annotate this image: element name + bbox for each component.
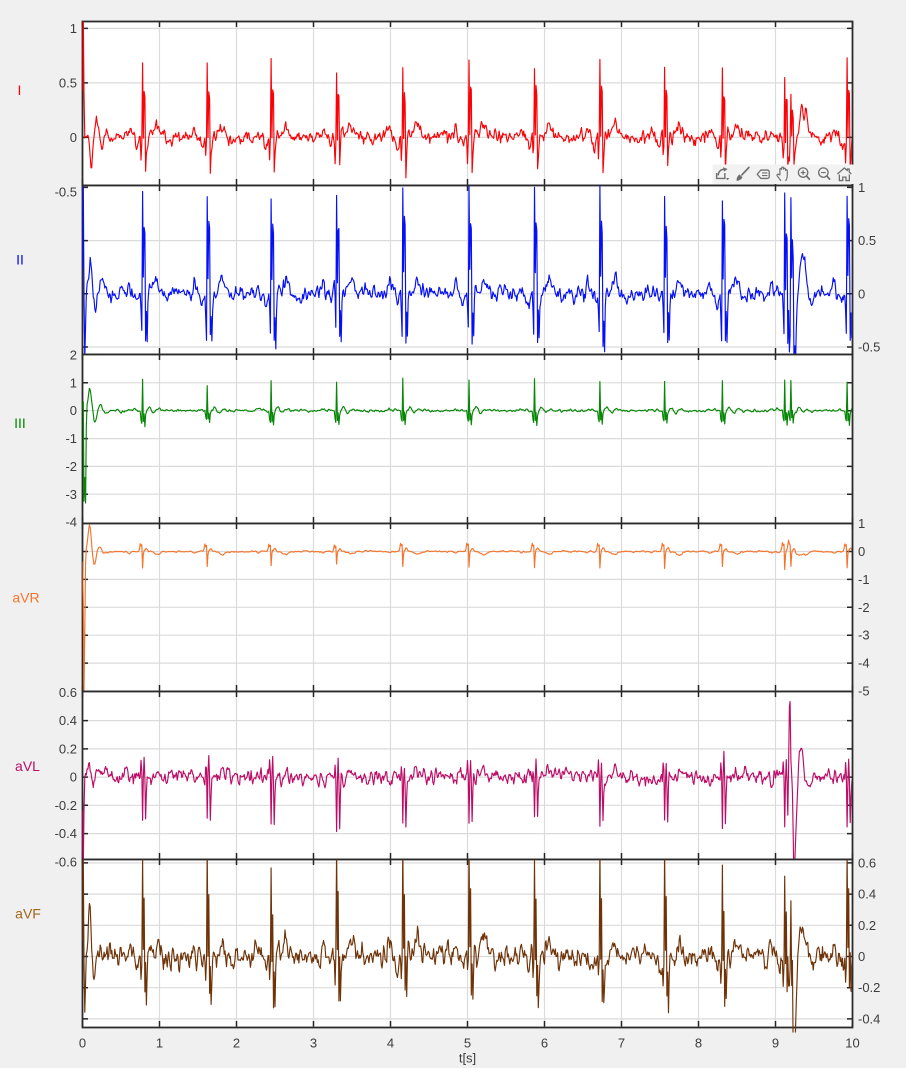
svg-text:1: 1 <box>70 375 77 390</box>
svg-text:0: 0 <box>70 770 77 785</box>
svg-text:-0.4: -0.4 <box>55 826 77 841</box>
svg-text:-2: -2 <box>65 459 77 474</box>
svg-text:I: I <box>18 82 22 98</box>
svg-text:-4: -4 <box>858 656 870 671</box>
svg-text:10: 10 <box>845 1036 859 1051</box>
svg-text:-1: -1 <box>858 572 870 587</box>
svg-text:aVR: aVR <box>12 590 39 606</box>
svg-text:0: 0 <box>70 130 77 145</box>
svg-text:0.2: 0.2 <box>858 918 876 933</box>
svg-text:0.6: 0.6 <box>858 855 876 870</box>
svg-text:8: 8 <box>695 1036 702 1051</box>
svg-text:-0.2: -0.2 <box>55 798 77 813</box>
svg-text:0.4: 0.4 <box>858 887 876 902</box>
svg-text:aVF: aVF <box>15 906 41 922</box>
svg-text:-0.5: -0.5 <box>858 340 880 355</box>
svg-text:-5: -5 <box>858 684 870 699</box>
svg-text:-4: -4 <box>65 515 77 530</box>
svg-text:-2: -2 <box>858 600 870 615</box>
svg-text:6: 6 <box>541 1036 548 1051</box>
svg-text:0: 0 <box>79 1036 86 1051</box>
svg-text:0: 0 <box>858 949 865 964</box>
svg-text:7: 7 <box>618 1036 625 1051</box>
svg-text:-0.2: -0.2 <box>858 980 880 995</box>
svg-text:0: 0 <box>70 403 77 418</box>
svg-text:0.5: 0.5 <box>59 75 77 90</box>
svg-text:2: 2 <box>233 1036 240 1051</box>
svg-text:4: 4 <box>387 1036 394 1051</box>
svg-text:0: 0 <box>858 544 865 559</box>
svg-text:1: 1 <box>858 180 865 195</box>
svg-text:-1: -1 <box>65 431 77 446</box>
svg-text:5: 5 <box>464 1036 471 1051</box>
svg-text:-0.5: -0.5 <box>55 184 77 199</box>
svg-text:1: 1 <box>156 1036 163 1051</box>
svg-text:1: 1 <box>858 516 865 531</box>
svg-text:0: 0 <box>858 286 865 301</box>
svg-text:-3: -3 <box>65 487 77 502</box>
svg-text:-0.4: -0.4 <box>858 1011 880 1026</box>
svg-text:0.6: 0.6 <box>59 685 77 700</box>
svg-text:-0.6: -0.6 <box>55 854 77 869</box>
svg-text:0.5: 0.5 <box>858 233 876 248</box>
svg-text:t[s]: t[s] <box>459 1051 476 1066</box>
svg-text:III: III <box>14 415 26 431</box>
svg-text:II: II <box>16 252 24 268</box>
svg-text:3: 3 <box>310 1036 317 1051</box>
svg-text:0.2: 0.2 <box>59 741 77 756</box>
svg-text:aVL: aVL <box>15 758 40 774</box>
svg-text:1: 1 <box>70 21 77 36</box>
svg-text:-3: -3 <box>858 628 870 643</box>
svg-text:2: 2 <box>70 348 77 363</box>
svg-text:0.4: 0.4 <box>59 713 77 728</box>
svg-text:9: 9 <box>772 1036 779 1051</box>
